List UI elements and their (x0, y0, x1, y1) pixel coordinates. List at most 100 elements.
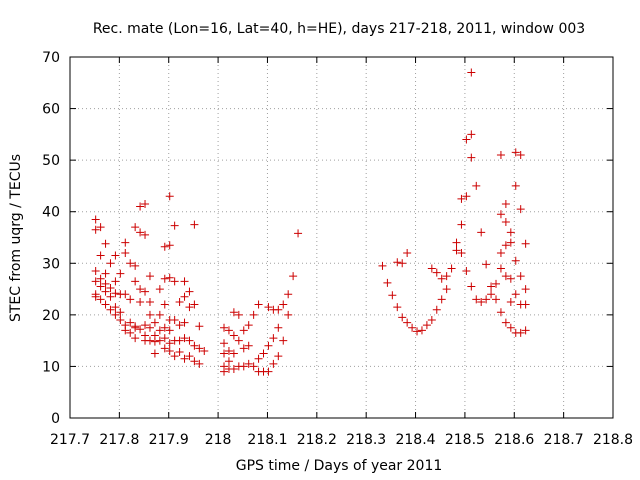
data-point (96, 295, 105, 304)
data-point (274, 352, 283, 361)
data-point (501, 241, 510, 250)
data-point (462, 192, 471, 201)
data-point (249, 310, 258, 319)
data-point (195, 344, 204, 353)
data-point (427, 264, 436, 273)
data-point (521, 285, 530, 294)
data-point (136, 285, 145, 294)
data-point (165, 192, 174, 201)
data-point (141, 199, 150, 208)
data-point (259, 349, 268, 358)
data-point (106, 259, 115, 268)
y-tick-labels: 0 10 20 30 40 50 60 70 (42, 50, 60, 427)
data-point (264, 367, 273, 376)
data-point (457, 248, 466, 257)
y-tick-label: 10 (42, 359, 60, 375)
data-point (244, 359, 253, 368)
data-point (155, 310, 164, 319)
grid (70, 57, 613, 418)
data-point (279, 300, 288, 309)
data-point (170, 221, 179, 230)
data-point (279, 336, 288, 345)
data-point (501, 318, 510, 327)
data-point (121, 290, 130, 299)
data-point (126, 295, 135, 304)
data-point (220, 323, 229, 332)
data-point (160, 344, 169, 353)
data-point (121, 248, 130, 257)
data-point (165, 326, 174, 335)
data-point (180, 354, 189, 363)
data-point (457, 194, 466, 203)
data-point (284, 290, 293, 299)
data-point (145, 323, 154, 332)
data-point (496, 210, 505, 219)
y-tick-label: 70 (42, 50, 60, 66)
data-point (264, 341, 273, 350)
data-point (467, 153, 476, 162)
data-point (516, 328, 525, 337)
data-point (244, 341, 253, 350)
data-point (239, 362, 248, 371)
data-point (482, 295, 491, 304)
data-point (403, 248, 412, 257)
data-point (413, 327, 422, 336)
data-point (269, 334, 278, 343)
data-point (244, 321, 253, 330)
data-point (294, 229, 303, 238)
data-point (388, 291, 397, 300)
data-point (220, 367, 229, 376)
data-point (516, 205, 525, 214)
data-point (116, 269, 125, 278)
data-point (422, 321, 431, 330)
data-point (284, 310, 293, 319)
data-point (482, 260, 491, 269)
data-point (155, 285, 164, 294)
data-point (101, 287, 110, 296)
data-point (269, 359, 278, 368)
data-point (511, 290, 520, 299)
data-point (96, 251, 105, 260)
data-point (195, 322, 204, 331)
data-point (121, 238, 130, 247)
data-point (96, 223, 105, 232)
data-point (220, 349, 229, 358)
data-point (111, 251, 120, 260)
data-point (492, 295, 501, 304)
data-point (220, 339, 229, 348)
x-tick-label: 218.7 (544, 432, 584, 448)
data-point (477, 297, 486, 306)
data-point (91, 267, 100, 276)
data-point (190, 341, 199, 350)
data-point (150, 318, 159, 327)
data-point (170, 277, 179, 286)
data-point (155, 336, 164, 345)
data-point (511, 148, 520, 157)
data-point (91, 292, 100, 301)
data-point (180, 334, 189, 343)
data-point (224, 346, 233, 355)
data-point (393, 258, 402, 267)
data-point (165, 241, 174, 250)
data-point (229, 308, 238, 317)
data-point (111, 303, 120, 312)
data-point (91, 225, 100, 234)
data-point (521, 326, 530, 335)
data-point (289, 272, 298, 281)
data-point (501, 199, 510, 208)
data-point (506, 297, 515, 306)
x-tick-label: 217.8 (99, 432, 139, 448)
y-tick-label: 50 (42, 153, 60, 169)
data-point (501, 272, 510, 281)
data-point (185, 287, 194, 296)
data-point (131, 334, 140, 343)
data-point (145, 272, 154, 281)
data-point (106, 292, 115, 301)
chart-title: Rec. mate (Lon=16, Lat=40, h=HE), days 2… (93, 21, 585, 37)
x-tick-label: 218.5 (445, 432, 485, 448)
data-point (254, 354, 263, 363)
data-point (427, 316, 436, 325)
data-point (521, 239, 530, 248)
x-tick-label: 218 (205, 432, 232, 448)
